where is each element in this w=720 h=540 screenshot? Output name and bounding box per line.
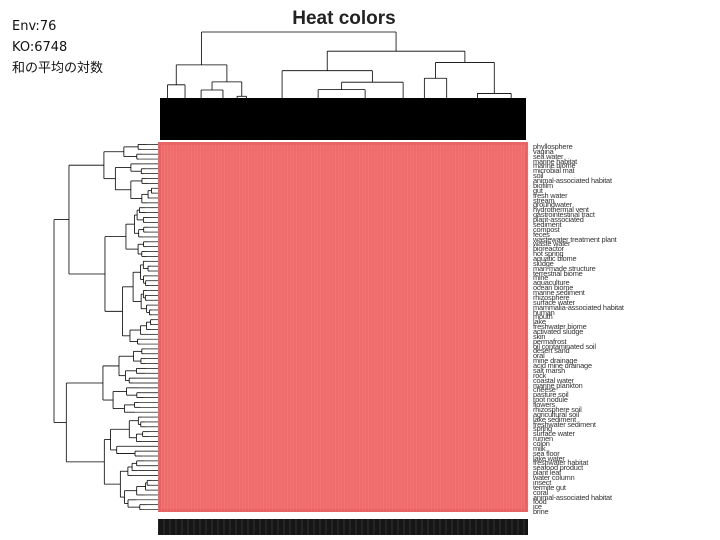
row-label: groundwater	[533, 200, 572, 210]
row-label: sediment	[533, 219, 562, 229]
row-label: sludge	[533, 258, 554, 268]
row-label: lake	[533, 317, 546, 327]
row-label: mine drainage	[533, 356, 578, 366]
row-label: colon	[533, 438, 550, 448]
row-label: oral	[533, 351, 545, 361]
row-label: food	[533, 497, 547, 507]
row-label: desert sand	[533, 346, 570, 356]
row-label: plant leaf	[533, 468, 561, 478]
row-label: rhizosphere	[533, 292, 570, 302]
row-label: bioreactor	[533, 244, 564, 254]
row-label: sea floor	[533, 448, 560, 458]
row-label: agricultural soil	[533, 409, 579, 419]
heatmap-matrix	[158, 142, 528, 512]
row-label: biofilm	[533, 180, 553, 190]
row-label: fresh water	[533, 190, 568, 200]
measure-label: 和の平均の対数	[12, 61, 104, 76]
row-label: oil contaminated soil	[533, 341, 596, 351]
row-label: compost	[533, 224, 560, 234]
row-label: marine habitat	[533, 156, 578, 166]
row-label: hydrothermal vent	[533, 205, 589, 215]
heatmap-cells	[158, 142, 528, 512]
row-label: wastewater treatment plant	[533, 234, 617, 244]
row-label: mammalia-associated habitat	[533, 302, 624, 312]
row-label: insect	[533, 477, 552, 487]
row-label: plant-associated	[533, 215, 584, 225]
row-label: mine	[533, 273, 549, 283]
row-label: milk	[533, 443, 546, 453]
row-label: sea water	[533, 151, 564, 161]
row-label: rock	[533, 370, 547, 380]
row-label: lake water	[533, 453, 565, 463]
row-label: marine biome	[533, 161, 576, 171]
row-label: microbial mat	[533, 166, 575, 176]
ko-count: KO:6748	[12, 40, 68, 55]
row-label: vagina	[533, 146, 554, 156]
row-label: aquatic biome	[533, 253, 577, 263]
row-label: lake sediment	[533, 414, 576, 424]
column-labels-band	[158, 519, 528, 535]
row-label: cheese	[533, 385, 556, 395]
row-label: ocean biome	[533, 283, 574, 293]
row-label: hot spring	[533, 249, 564, 259]
column-dendrogram	[160, 31, 526, 140]
row-label: gastrointestinal tract	[533, 210, 595, 220]
env-count: Env:76	[12, 19, 57, 34]
row-label: flowers	[533, 400, 556, 410]
row-label: aquaculture	[533, 278, 570, 288]
row-label: pasture soil	[533, 390, 569, 400]
row-label: permafrost	[533, 336, 567, 346]
row-label: salt marsh	[533, 365, 566, 375]
row-label: man-made structure	[533, 263, 596, 273]
row-label: freshwater sediment	[533, 419, 596, 429]
dataset-info: Env:76 KO:6748 和の平均の対数	[12, 16, 103, 79]
row-label: gut	[533, 185, 543, 195]
row-label: surface water	[533, 429, 575, 439]
row-label: surface water	[533, 297, 575, 307]
row-label: phyllosphere	[533, 142, 573, 151]
row-label: ice	[533, 502, 542, 512]
row-label: soil	[533, 171, 544, 181]
row-label: skin	[533, 331, 546, 341]
row-dendrogram	[53, 144, 158, 510]
row-label: waste water	[533, 239, 571, 249]
row-label: feces	[533, 229, 550, 239]
row-label: marine sediment	[533, 288, 585, 298]
row-label: rumen	[533, 434, 553, 444]
row-label: human	[533, 307, 555, 317]
column-labels	[158, 519, 528, 535]
row-label: animal-associated habitat	[533, 492, 612, 502]
row-labels: phyllosphere vagina sea water marine habita…	[533, 142, 713, 517]
row-label: termite gut	[533, 482, 566, 492]
row-label: acid mine drainage	[533, 361, 592, 371]
row-label: freshwater biome	[533, 322, 587, 332]
row-label: water column	[533, 473, 575, 483]
row-label: stream	[533, 195, 555, 205]
row-label: animal-associated habitat	[533, 176, 612, 186]
dendrogram-dense-leaves	[160, 98, 526, 140]
row-label: freshwater habitat	[533, 458, 589, 468]
row-label: activated sludge	[533, 327, 584, 336]
row-label: mouth	[533, 312, 553, 322]
row-label: terrestrial biome	[533, 268, 583, 278]
row-label: rhizosphere soil	[533, 404, 582, 414]
row-label: coastal water	[533, 375, 574, 385]
row-label: brine	[533, 507, 549, 517]
chart-title: Heat colors	[292, 8, 396, 29]
row-label: marine plankton	[533, 380, 583, 390]
row-label: root nodule	[533, 395, 568, 405]
row-label: spring	[533, 424, 552, 434]
row-label: coral	[533, 487, 549, 497]
row-label: seafood product	[533, 463, 584, 473]
